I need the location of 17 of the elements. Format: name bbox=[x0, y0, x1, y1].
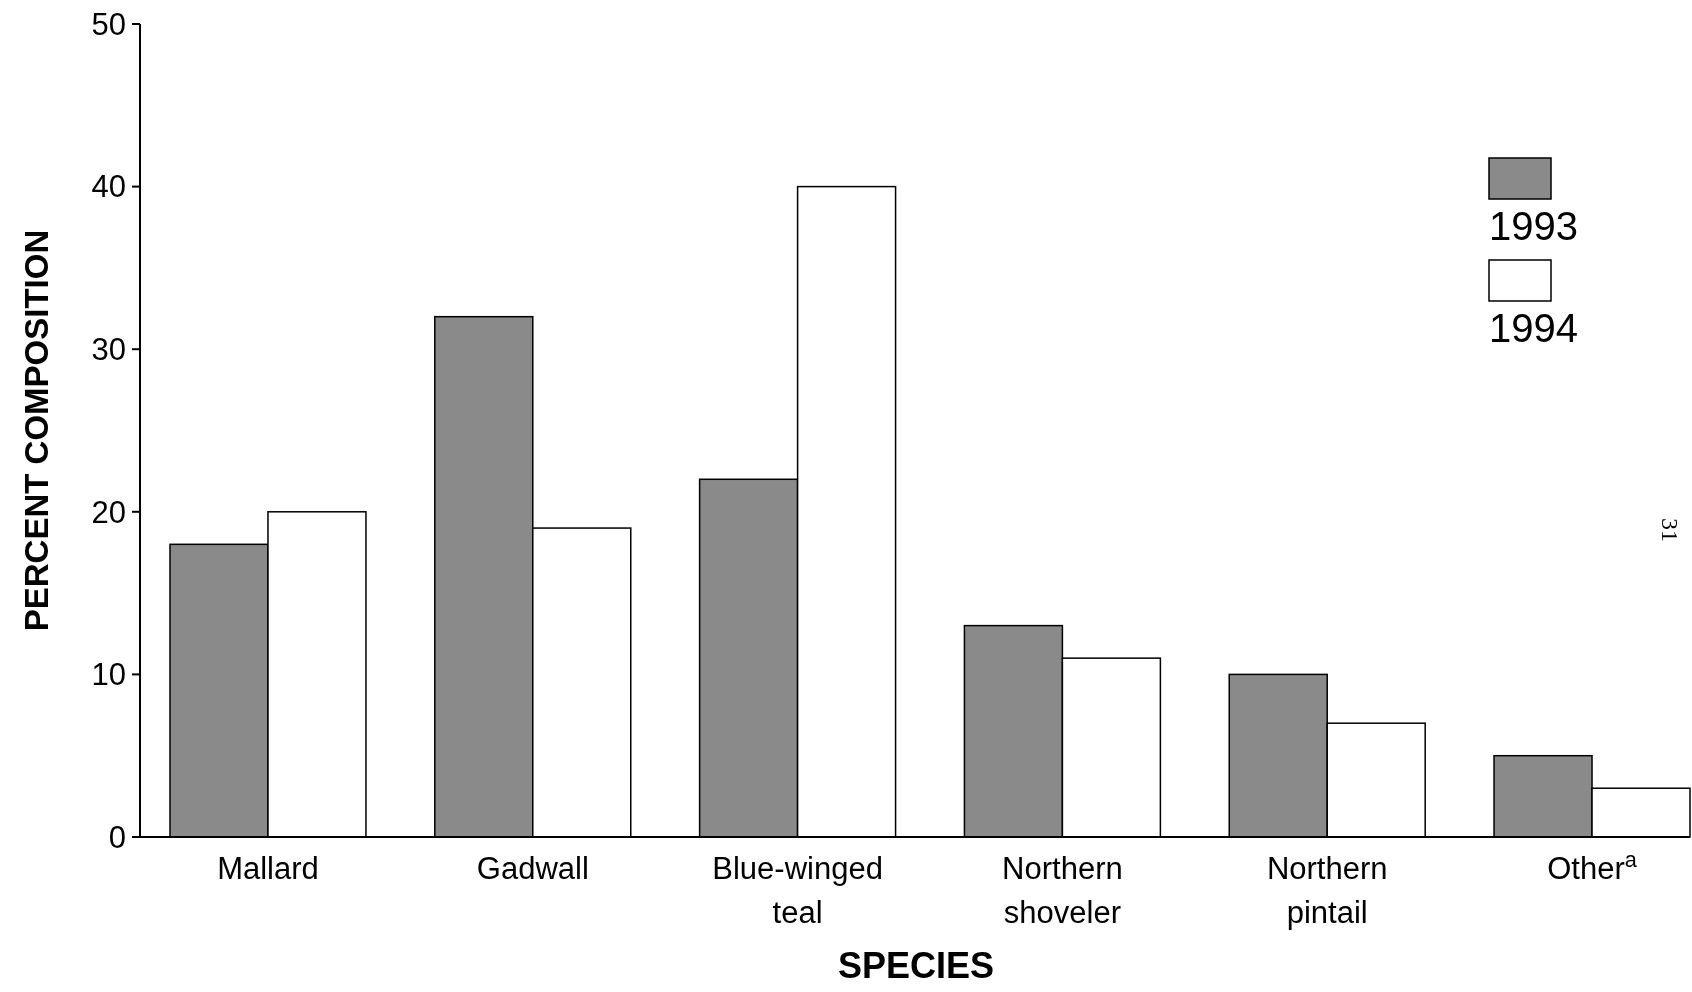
x-tick-label: Northern pintail bbox=[1266, 851, 1388, 930]
y-tick-label: 30 bbox=[91, 332, 126, 368]
x-tick-label: Mallard bbox=[217, 851, 319, 886]
x-tick-label: Gadwall bbox=[476, 851, 589, 886]
x-axis-title: SPECIES bbox=[837, 945, 995, 986]
y-tick-label: 50 bbox=[91, 6, 126, 42]
y-tick-label: 0 bbox=[108, 819, 126, 855]
y-axis-title: PERCENT COMPOSITION bbox=[18, 229, 55, 632]
annotation: 31 bbox=[1657, 518, 1683, 542]
y-tick-label: 10 bbox=[91, 657, 126, 693]
legend-label: 1994 bbox=[1489, 306, 1578, 350]
y-tick-label: 40 bbox=[91, 169, 126, 205]
legend-label: 1993 bbox=[1489, 204, 1578, 248]
x-tick-label: Northern shoveler bbox=[1002, 851, 1123, 930]
y-tick-label: 20 bbox=[91, 494, 126, 530]
x-tick-label: Other$^{a}$ bbox=[1547, 846, 1638, 886]
x-tick-label: Blue-winged teal bbox=[712, 851, 883, 930]
